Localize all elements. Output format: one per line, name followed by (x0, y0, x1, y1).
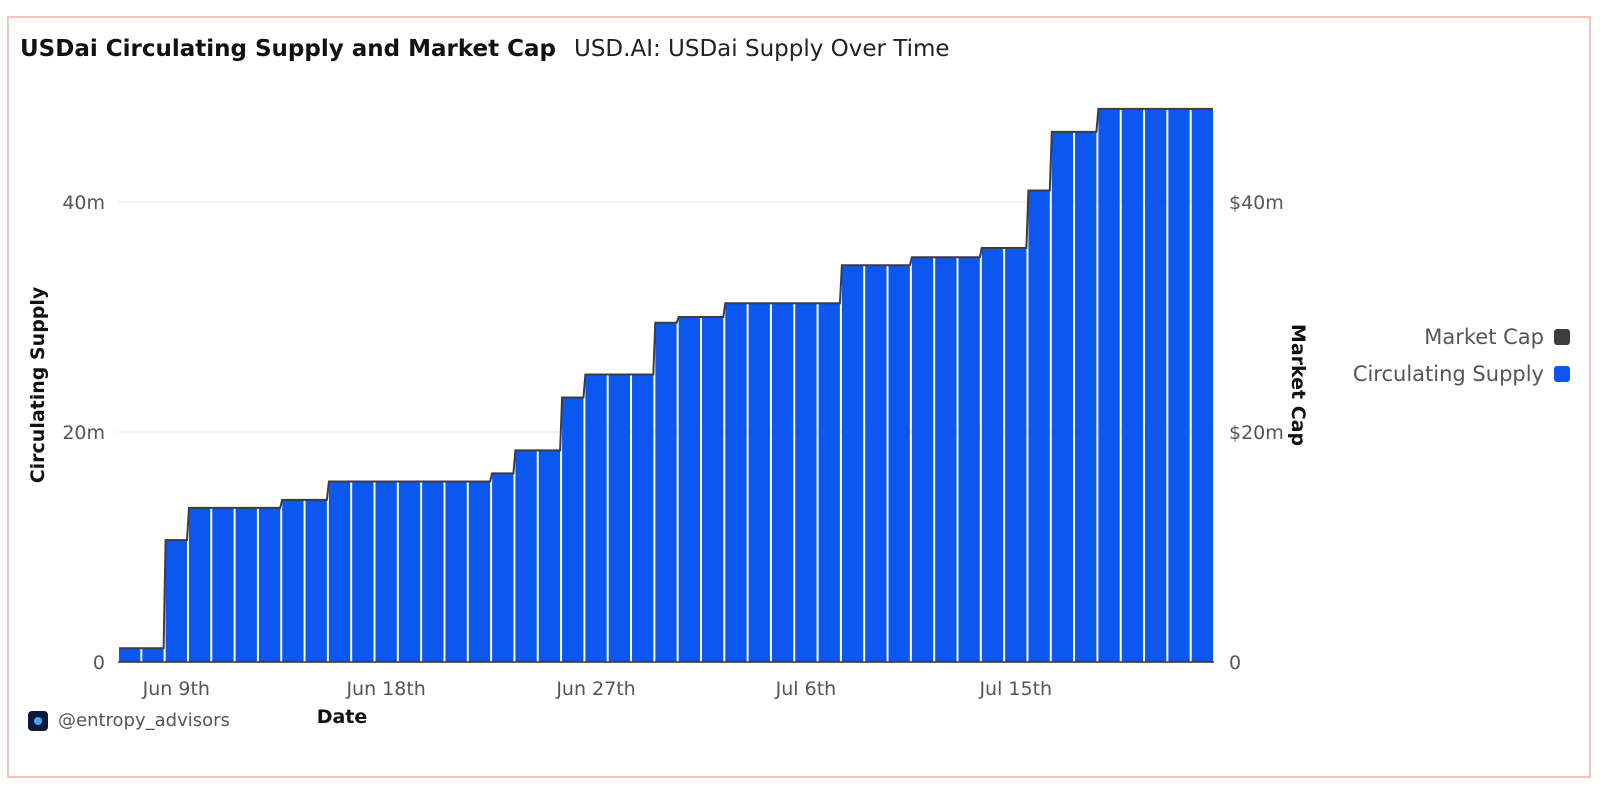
supply-bar[interactable] (981, 248, 1004, 662)
right-tick-label: 0 (1229, 652, 1241, 674)
entropy-logo-icon (28, 710, 48, 731)
supply-bar[interactable] (795, 303, 817, 662)
supply-bar[interactable] (328, 481, 351, 662)
supply-bar[interactable] (748, 303, 770, 662)
supply-bar[interactable] (258, 507, 281, 662)
x-tick-label: Jun 9th (142, 678, 210, 700)
y-axis-title-right: Market Cap (1287, 324, 1309, 446)
legend-swatch (1554, 328, 1570, 345)
legend-item-market-cap[interactable]: Market Cap (1353, 318, 1570, 355)
supply-bar[interactable] (1145, 108, 1167, 663)
supply-bar[interactable] (1168, 108, 1190, 663)
supply-bar[interactable] (282, 499, 304, 662)
right-tick-label: $40m (1229, 192, 1284, 214)
left-axis-ticks: 0 20m 40m (62, 192, 105, 674)
x-tick-label: Jun 18th (345, 678, 425, 700)
supply-bar[interactable] (818, 303, 840, 662)
supply-bar[interactable] (188, 507, 211, 662)
supply-bar[interactable] (771, 303, 794, 662)
x-axis-title: Date (317, 706, 368, 728)
supply-bar[interactable] (1028, 190, 1050, 663)
x-tick-label: Jul 6th (775, 678, 837, 700)
supply-bar[interactable] (562, 397, 584, 663)
supply-bar[interactable] (725, 303, 747, 662)
x-tick-label: Jul 15th (978, 678, 1052, 700)
legend: Market Cap Circulating Supply (1353, 318, 1570, 392)
right-tick-label: $20m (1229, 422, 1284, 444)
chart-title: USDai Circulating Supply and Market Cap (20, 36, 556, 62)
supply-bar[interactable] (1075, 131, 1097, 663)
supply-bar[interactable] (422, 481, 444, 662)
supply-bar[interactable] (398, 481, 421, 662)
supply-bar[interactable] (678, 317, 700, 662)
supply-bar[interactable] (165, 540, 187, 662)
supply-bar[interactable] (655, 322, 677, 662)
supply-bar[interactable] (911, 257, 934, 662)
supply-bar[interactable] (375, 481, 397, 662)
legend-label: Circulating Supply (1352, 361, 1544, 386)
supply-bar[interactable] (235, 507, 257, 662)
supply-bar[interactable] (1098, 108, 1120, 663)
supply-bar[interactable] (142, 648, 164, 662)
supply-bar[interactable] (632, 374, 654, 663)
supply-bar[interactable] (585, 374, 607, 663)
legend-swatch (1554, 365, 1570, 382)
legend-label: Market Cap (1424, 324, 1544, 349)
x-tick-label: Jun 27th (555, 678, 635, 700)
left-tick-label: 0 (93, 652, 105, 674)
supply-bar[interactable] (352, 481, 374, 662)
supply-bar[interactable] (935, 257, 957, 662)
supply-bar[interactable] (468, 481, 491, 662)
supply-bar[interactable] (1005, 248, 1027, 662)
supply-bar[interactable] (305, 499, 327, 662)
supply-bar[interactable] (865, 265, 887, 662)
supply-bar[interactable] (1051, 131, 1074, 663)
legend-item-circulating-supply[interactable]: Circulating Supply (1353, 355, 1570, 392)
market-cap-line (119, 107, 1213, 650)
x-axis-ticks: Jun 9th Jun 18th Jun 27th Jul 6th Jul 15th (142, 678, 1052, 700)
supply-bar[interactable] (841, 265, 864, 662)
supply-bar[interactable] (515, 450, 537, 662)
supply-bar[interactable] (608, 374, 631, 663)
supply-bar[interactable] (492, 473, 514, 662)
right-axis-ticks: 0 $20m $40m (1229, 192, 1284, 674)
chart-subtitle: USD.AI: USDai Supply Over Time (574, 36, 950, 62)
supply-bar[interactable] (538, 450, 561, 662)
supply-bar[interactable] (445, 481, 467, 662)
supply-bar[interactable] (1191, 108, 1213, 663)
y-axis-title-left: Circulating Supply (27, 286, 49, 483)
supply-bar[interactable] (888, 265, 910, 662)
left-tick-label: 20m (62, 422, 105, 444)
supply-bars (119, 108, 1213, 663)
supply-bar[interactable] (119, 648, 141, 662)
supply-bar[interactable] (701, 317, 724, 662)
supply-bar[interactable] (1121, 108, 1144, 663)
supply-bar[interactable] (958, 257, 980, 662)
chart-header: USDai Circulating Supply and Market Cap … (20, 36, 950, 62)
left-tick-label: 40m (62, 192, 105, 214)
watermark-handle: @entropy_advisors (58, 710, 230, 731)
supply-bar[interactable] (212, 507, 234, 662)
watermark: @entropy_advisors (28, 710, 230, 731)
